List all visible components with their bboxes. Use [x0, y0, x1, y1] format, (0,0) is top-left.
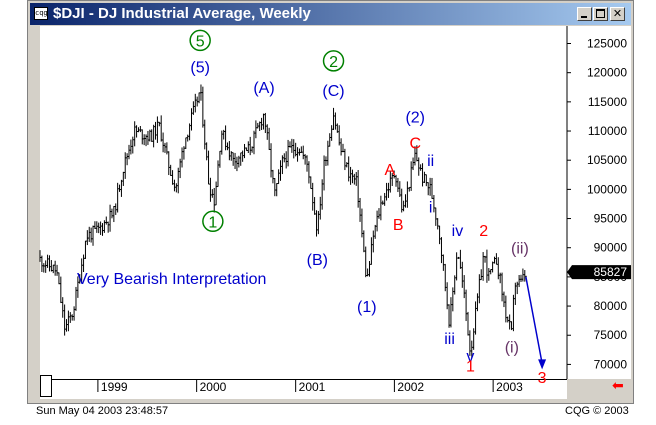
- wave-label: (ii): [511, 241, 529, 258]
- x-tick-label: 1999: [101, 380, 128, 394]
- scroll-to-latest-arrow-icon[interactable]: ⬅: [612, 378, 624, 394]
- wave-label-circle: [202, 210, 224, 233]
- wave-label: (A): [253, 80, 274, 97]
- wave-label: 5: [196, 33, 205, 50]
- wave-label: 1: [466, 358, 475, 375]
- projection-arrow-line: [525, 276, 543, 364]
- horizontal-scroll-thumb[interactable]: [40, 375, 52, 397]
- last-price-label: 85827: [594, 265, 628, 279]
- wave-label: (2): [405, 109, 425, 126]
- y-tick-label: 120000: [587, 66, 627, 80]
- y-tick-label: 90000: [594, 241, 628, 255]
- wave-label-circle: [189, 29, 211, 52]
- wave-label: 2: [329, 54, 338, 71]
- wave-label: iv: [452, 223, 464, 240]
- wave-label: v: [466, 348, 474, 365]
- maximize-icon[interactable]: [593, 7, 608, 21]
- wave-label: C: [409, 136, 421, 153]
- interpretation-annotation: Very Bearish Interpretation: [77, 271, 266, 288]
- wave-label: (1): [357, 299, 377, 316]
- minimize-icon[interactable]: [577, 7, 592, 21]
- projection-arrowhead: [538, 359, 547, 370]
- wave-label: 3: [538, 370, 547, 387]
- plot-area: [40, 26, 567, 379]
- wave-label-circle: [322, 50, 345, 72]
- y-tick-label: 70000: [594, 357, 628, 371]
- wave-label: (B): [307, 252, 328, 269]
- window-title: $DJI - DJ Industrial Average, Weekly: [53, 5, 311, 22]
- x-tick-label: 2002: [397, 380, 424, 394]
- y-tick-label: 125000: [587, 37, 627, 51]
- x-tick-label: 2003: [496, 380, 523, 394]
- x-tick-label: 2000: [200, 380, 227, 394]
- title-bar[interactable]: cqg $DJI - DJ Industrial Average, Weekly…: [30, 3, 631, 25]
- wave-label: 2: [479, 223, 488, 240]
- y-tick-label: 75000: [594, 328, 628, 342]
- wave-label: iii: [444, 331, 455, 348]
- wave-label: (C): [322, 83, 344, 100]
- y-tick-label: 95000: [594, 212, 628, 226]
- x-tick-label: 2001: [299, 380, 326, 394]
- wave-label: B: [393, 217, 404, 234]
- time-axis: [40, 379, 567, 399]
- close-icon[interactable]: ✕: [610, 7, 625, 21]
- last-price-marker: [567, 265, 631, 280]
- status-copyright: CQG © 2003: [565, 405, 629, 417]
- y-tick-label: 100000: [587, 182, 627, 196]
- price-axis: [567, 26, 631, 379]
- app-icon[interactable]: cqg: [34, 7, 48, 20]
- wave-label: 1: [208, 214, 217, 231]
- y-tick-label: 115000: [588, 95, 627, 109]
- y-tick-label: 80000: [594, 299, 628, 313]
- wave-label: i: [429, 200, 433, 217]
- wave-label: ii: [427, 153, 434, 170]
- y-tick-label: 105000: [587, 153, 627, 167]
- status-timestamp: Sun May 04 2003 23:48:57: [36, 405, 169, 417]
- wave-label: A: [384, 162, 395, 179]
- y-tick-label: 110000: [588, 124, 627, 138]
- wave-label: (5): [190, 60, 210, 77]
- wave-label: (i): [505, 340, 519, 357]
